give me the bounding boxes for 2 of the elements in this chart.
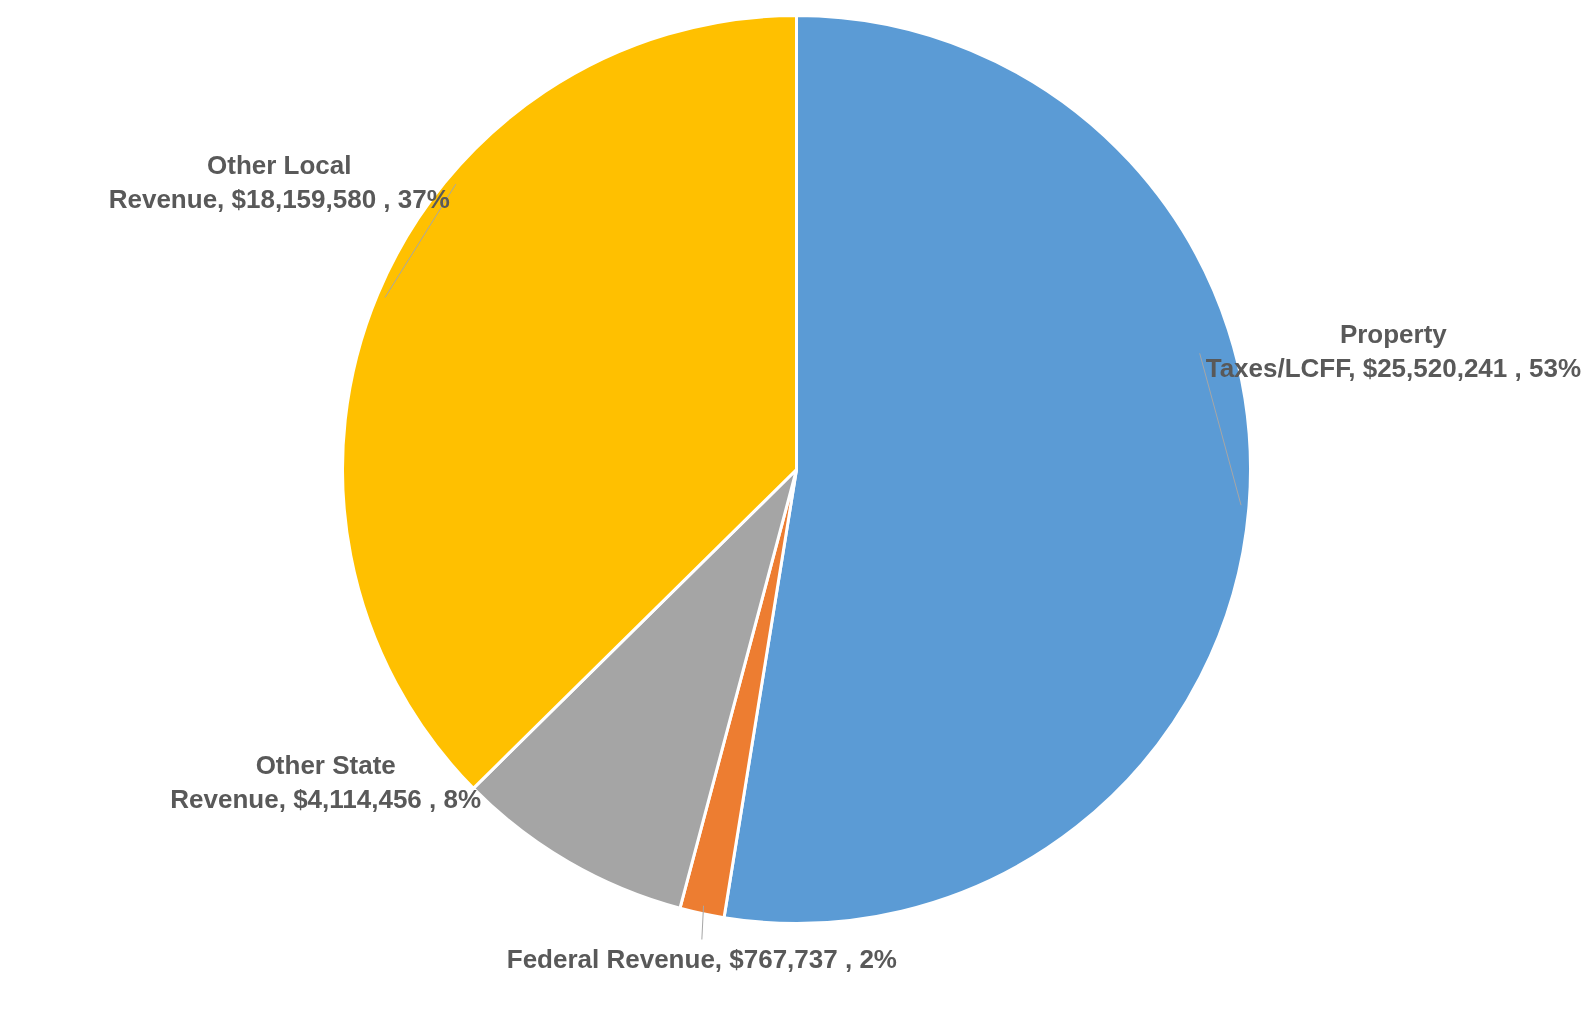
slice-label: Other State Revenue, $4,114,456 , 8% (170, 749, 482, 814)
slice-label: Federal Revenue, $767,737 , 2% (506, 943, 897, 974)
